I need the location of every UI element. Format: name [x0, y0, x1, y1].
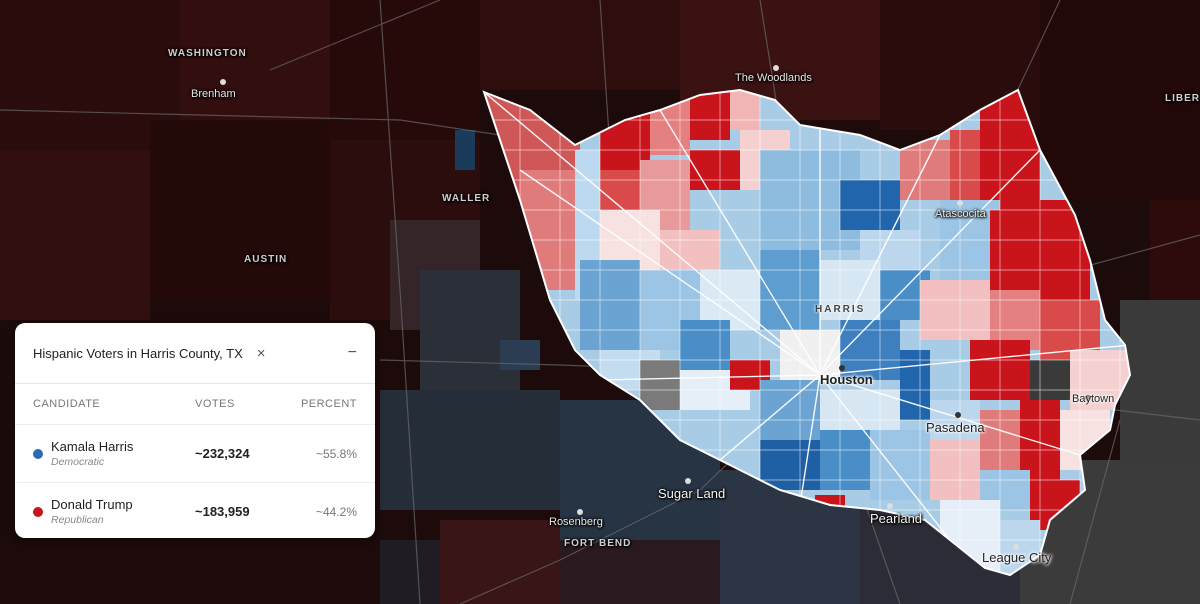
- candidate-votes: ~232,324: [195, 446, 250, 461]
- table-row[interactable]: Donald Trump Republican ~183,959 ~44.2%: [15, 483, 375, 538]
- label-baytown: Baytown: [1072, 393, 1115, 405]
- panel-title: Hispanic Voters in Harris County, TX: [33, 345, 243, 361]
- table-header: CANDIDATE VOTES PERCENT: [15, 384, 375, 425]
- results-panel: Hispanic Voters in Harris County, TX × −…: [15, 323, 375, 538]
- harris-county-boundary: [482, 88, 1132, 577]
- label-sugar-land: Sugar Land: [658, 486, 726, 501]
- candidate-color-dot: [33, 506, 43, 517]
- label-pearland: Pearland: [870, 511, 923, 526]
- label-the-woodlands: The Woodlands: [735, 72, 812, 84]
- candidate-votes: ~183,959: [195, 504, 250, 519]
- minimize-icon[interactable]: −: [347, 344, 357, 361]
- label-fort-bend: FORT BEND: [564, 538, 632, 549]
- candidate-name: Kamala Harris: [51, 439, 134, 454]
- candidate-name: Donald Trump: [51, 497, 133, 512]
- candidate-percent: ~55.8%: [315, 446, 357, 461]
- city-markers: [220, 65, 1091, 550]
- candidate-color-dot: [33, 448, 43, 459]
- label-houston: Houston: [820, 372, 873, 387]
- label-league-city: League City: [982, 550, 1052, 565]
- close-icon[interactable]: ×: [256, 344, 266, 362]
- label-brenham: Brenham: [191, 88, 236, 100]
- label-liberty: LIBER: [1165, 93, 1200, 104]
- panel-header: Hispanic Voters in Harris County, TX × −: [15, 323, 375, 384]
- table-row[interactable]: Kamala Harris Democratic ~232,324 ~55.8%: [15, 425, 375, 483]
- label-washington: WASHINGTON: [168, 48, 247, 59]
- candidate-party: Democratic: [51, 456, 105, 468]
- label-pasadena: Pasadena: [926, 420, 985, 435]
- header-percent: PERCENT: [300, 398, 357, 410]
- candidate-percent: ~44.2%: [315, 504, 357, 519]
- label-harris: HARRIS: [815, 304, 866, 315]
- label-waller: WALLER: [442, 193, 491, 204]
- label-atascocita: Atascocita: [935, 208, 986, 220]
- header-candidate: CANDIDATE: [33, 398, 101, 410]
- label-rosenberg: Rosenberg: [549, 516, 603, 528]
- candidate-party: Republican: [51, 514, 104, 526]
- label-austin: AUSTIN: [244, 254, 288, 265]
- header-votes: VOTES: [195, 398, 235, 410]
